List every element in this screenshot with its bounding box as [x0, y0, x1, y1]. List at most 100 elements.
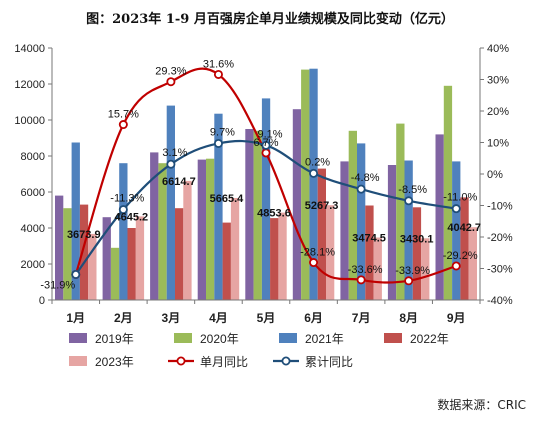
monthly-yoy-label: -29.2%: [443, 250, 478, 262]
right-tick-label: -20%: [487, 232, 513, 244]
right-tick-label: -30%: [487, 264, 513, 276]
series-point: [356, 184, 366, 194]
bar: [79, 204, 89, 300]
right-tick-label: 40%: [487, 43, 509, 55]
bar: [292, 109, 302, 300]
x-tick-label: 3月: [162, 311, 181, 325]
bar: [435, 134, 444, 300]
bar: [166, 105, 175, 300]
bar: [175, 208, 184, 300]
series-point: [309, 258, 319, 268]
cumulative-yoy-label: 0.2%: [305, 156, 330, 168]
x-tick-label: 4月: [209, 311, 228, 325]
bar-data-label: 3474.5: [352, 232, 386, 244]
bar: [278, 212, 287, 300]
monthly-yoy-label: -33.6%: [348, 264, 383, 276]
bar: [396, 123, 405, 300]
data-label-layer: 3673.9 4645.2 6614.7 5665.4 4853.6 5267.3 3474…: [40, 58, 481, 291]
cumulative-yoy-label: -4.8%: [351, 172, 380, 184]
legend-label: 2019年: [95, 332, 134, 346]
bar-layer: [55, 68, 477, 301]
bar: [197, 159, 206, 300]
series-point: [404, 196, 414, 206]
left-tick-label: 2000: [21, 259, 45, 271]
right-tick-label: -10%: [487, 201, 513, 213]
bar: [270, 218, 279, 300]
left-tick-label: 0: [39, 295, 45, 307]
legend-label: 2023年: [95, 355, 134, 369]
bar: [222, 222, 231, 300]
bar: [404, 160, 413, 300]
x-tick-label: 8月: [399, 311, 418, 325]
monthly-yoy-label: 6.7%: [253, 137, 278, 149]
bar: [245, 129, 254, 300]
bar: [357, 143, 366, 300]
series-point: [356, 275, 366, 285]
right-tick-label: -40%: [487, 295, 513, 307]
bar-data-label: 5665.4: [210, 193, 245, 205]
bar: [387, 165, 397, 300]
bar: [253, 130, 262, 300]
bar: [365, 205, 374, 300]
legend-swatch: [279, 333, 297, 343]
chart-title: 图：2023年 1-9 月百强房企单月业绩规模及同比变动（亿元）: [86, 12, 454, 27]
series-point: [118, 205, 128, 215]
legend: 2019年 2020年 2021年 2022年 2023年 单月同比 累计同比: [69, 332, 449, 369]
cumulative-yoy-label: -8.5%: [398, 184, 427, 196]
legend-label: 2020年: [200, 332, 239, 346]
series-point: [309, 168, 319, 178]
left-tick-label: 10000: [14, 115, 45, 127]
bar: [119, 163, 128, 300]
series-point: [261, 148, 271, 158]
bar: [88, 233, 97, 300]
bar: [110, 247, 120, 300]
series-point: [166, 77, 176, 87]
legend-swatch: [384, 333, 402, 343]
monthly-yoy-label: -31.9%: [40, 279, 75, 291]
bar-data-label: 4645.2: [115, 211, 149, 223]
monthly-yoy-label: 29.3%: [155, 66, 186, 78]
bar-data-label: 5267.3: [305, 200, 339, 212]
right-tick-label: 10%: [487, 138, 509, 150]
bar: [348, 130, 357, 300]
right-tick-label: 0%: [487, 169, 503, 181]
legend-label: 累计同比: [305, 355, 353, 369]
legend-marker: [281, 356, 291, 366]
left-tick-label: 4000: [21, 223, 45, 235]
bar: [261, 98, 271, 301]
left-tick-label: 12000: [14, 79, 45, 91]
series-point: [261, 140, 271, 150]
bar-data-label: 3430.1: [400, 233, 434, 245]
monthly-yoy-label: -33.9%: [395, 265, 430, 277]
bar: [326, 205, 335, 300]
legend-label: 2022年: [410, 332, 449, 346]
bar: [421, 238, 430, 300]
legend-label: 单月同比: [200, 355, 248, 369]
bar: [127, 228, 136, 300]
bar: [135, 216, 145, 300]
bar: [373, 237, 382, 300]
left-tick-label: 6000: [21, 187, 45, 199]
cumulative-yoy-label: 9.1%: [257, 128, 282, 140]
bar-data-label: 4853.6: [257, 208, 291, 220]
monthly-yoy-label: -28.1%: [300, 247, 335, 259]
bar: [443, 85, 453, 300]
x-tick-label: 1月: [66, 311, 85, 325]
bar: [468, 227, 477, 300]
bar-data-label: 3673.9: [67, 229, 101, 241]
bar: [301, 69, 310, 300]
right-tick-label: 20%: [487, 106, 509, 118]
series-point: [166, 159, 176, 169]
x-tick-label: 6月: [304, 311, 323, 325]
bar: [309, 68, 318, 300]
legend-marker: [176, 356, 186, 366]
series-point: [404, 276, 414, 286]
series-point: [451, 261, 461, 271]
bar: [55, 195, 64, 300]
left-tick-label: 14000: [14, 43, 45, 55]
monthly-yoy-label: 15.7%: [108, 109, 139, 121]
series-point: [213, 138, 223, 148]
cumulative-yoy-label: 3.1%: [162, 147, 187, 159]
x-tick-label: 5月: [257, 311, 276, 325]
